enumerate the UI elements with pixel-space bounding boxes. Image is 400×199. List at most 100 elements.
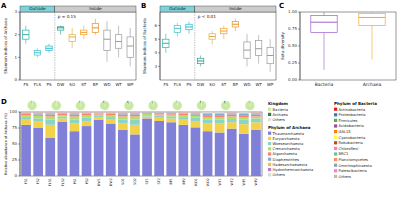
bar-segment — [106, 114, 116, 115]
bar-segment — [227, 129, 237, 176]
bar-segment — [179, 112, 189, 114]
panel-label: B — [141, 2, 146, 10]
y-axis-label: Shannon indices of Bacteria — [142, 17, 147, 73]
legend-swatch — [268, 147, 271, 150]
x-tick-label: SO2 — [133, 178, 137, 185]
x-tick-label: PS — [47, 82, 52, 87]
x-tick-label: BP2 — [182, 178, 186, 185]
pie-slice — [124, 101, 134, 111]
y-tick-label: 1 — [14, 55, 17, 60]
box — [69, 35, 75, 42]
legend-title: Kingdom — [268, 101, 288, 106]
median — [57, 27, 63, 28]
bar-segment — [239, 124, 249, 134]
bar-segment — [142, 118, 152, 176]
bar-segment — [251, 112, 261, 114]
median — [209, 36, 215, 37]
x-tick-label: WD1 — [194, 178, 198, 186]
bar-segment — [251, 112, 261, 113]
legend-label: Crenarchaeota — [273, 147, 300, 151]
x-tick-label: FS — [163, 82, 168, 87]
legend-swatch — [268, 142, 271, 145]
bar-segment — [118, 113, 128, 114]
legend-label: Thaumarchaeota — [272, 132, 304, 136]
bar-segment — [191, 118, 201, 121]
bar-segment — [58, 122, 68, 176]
bar-segment — [154, 112, 164, 114]
legend-swatch — [334, 119, 337, 122]
y-tick — [298, 29, 300, 30]
legend-label: Archaea — [273, 113, 288, 117]
bar-segment — [130, 112, 140, 114]
bar-segment — [166, 118, 176, 122]
bar-segment — [21, 125, 31, 176]
y-tick — [18, 112, 20, 113]
legend-label: Omnitrophicaeota — [339, 164, 372, 168]
bar-segment — [130, 112, 140, 113]
x-tick-label: WT — [115, 82, 122, 87]
bar-segment — [94, 113, 104, 115]
pie-slice — [79, 101, 80, 106]
bar-segment — [142, 114, 152, 115]
annotation: p = 0.15 — [58, 14, 76, 19]
y-tick-label: 2 — [14, 32, 17, 37]
bar-segment — [45, 113, 55, 114]
bar-segment — [179, 112, 189, 113]
annotation: p < 0.01 — [198, 14, 216, 19]
y-tick — [18, 176, 20, 177]
x-tick-label: BP1 — [169, 178, 173, 185]
y-tick-label: 6 — [154, 23, 157, 28]
bar-segment — [130, 113, 140, 114]
legend-label: Proteobacteria — [339, 113, 366, 117]
x-tick-label: WP1 — [242, 178, 246, 186]
y-tick-label: 25 — [12, 157, 18, 162]
pie-slice — [221, 101, 231, 111]
bar-segment — [106, 113, 116, 115]
bar-segment — [118, 112, 128, 114]
bar-segment — [251, 116, 261, 118]
bar-segment — [179, 120, 189, 125]
y-axis-label: Relative abundance of Archaea (%) — [4, 112, 8, 174]
box — [163, 39, 169, 47]
box — [81, 30, 87, 35]
bar-segment — [166, 122, 176, 176]
bar-segment — [58, 115, 68, 116]
pie-slice — [51, 101, 61, 111]
x-tick-label: ST1 — [145, 178, 149, 184]
bar-segment — [94, 116, 104, 117]
bar-segment — [82, 121, 92, 126]
legend-swatch — [268, 118, 271, 121]
bar-segment — [154, 116, 164, 118]
x-tick-label: PS — [187, 82, 192, 87]
pie-slice — [103, 101, 105, 106]
bar-segment — [21, 112, 31, 114]
y-tick — [158, 66, 160, 67]
bar-segment — [70, 112, 80, 113]
bar-segment — [179, 125, 189, 176]
y-tick — [158, 39, 160, 40]
legend-label: Aigarchaeota — [273, 152, 297, 156]
pie-slice — [245, 101, 255, 111]
bar-segment — [45, 125, 55, 138]
legend-title: Phylum of Archaea — [268, 125, 311, 130]
bar-segment — [227, 116, 237, 119]
box — [92, 23, 98, 32]
box — [209, 34, 215, 39]
y-tick — [298, 63, 300, 64]
bar-segment — [166, 115, 176, 117]
box — [115, 35, 121, 49]
legend-label: Others — [273, 118, 285, 122]
group-divider — [54, 12, 55, 80]
bar-segment — [142, 116, 152, 118]
bar-segment — [58, 112, 68, 113]
legend-label: Acidobacteria — [339, 124, 364, 128]
x-tick-label: DW1 — [97, 178, 101, 186]
legend-swatch — [334, 108, 337, 111]
bar-segment — [33, 128, 43, 176]
bar-segment — [94, 115, 104, 116]
legend-label: Hadesarchaeaeota — [273, 163, 308, 167]
bar-segment — [203, 124, 213, 132]
bar-segment — [203, 114, 213, 115]
y-tick — [18, 57, 20, 58]
bar-segment — [106, 112, 116, 113]
